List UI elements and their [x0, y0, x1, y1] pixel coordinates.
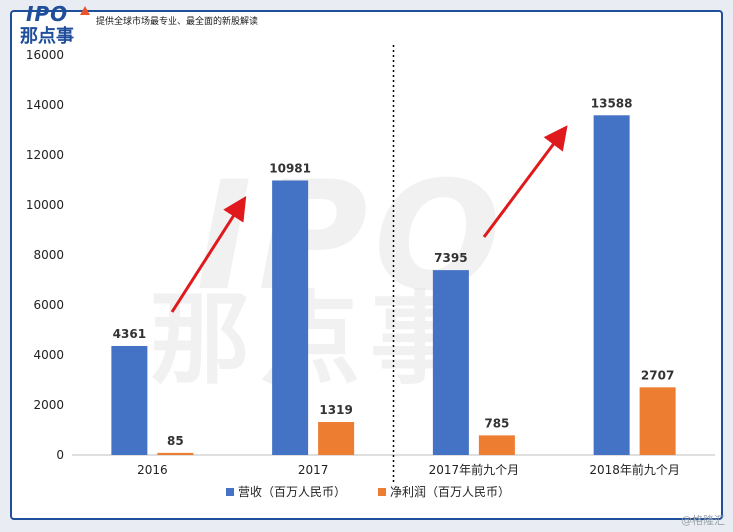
data-label: 2707 — [641, 368, 674, 382]
trend-arrow-nine-month — [482, 125, 568, 238]
data-label: 7395 — [434, 251, 467, 265]
legend-label-profit: 净利润（百万人民币） — [390, 485, 510, 499]
data-label: 85 — [167, 434, 184, 448]
trend-arrow-annual — [170, 195, 247, 313]
logo-arrow-icon — [80, 6, 90, 15]
legend-swatch-profit — [378, 488, 386, 496]
y-tick-label: 12000 — [26, 148, 64, 162]
y-tick-label: 8000 — [33, 248, 64, 262]
source-label: @格隆汇 — [681, 514, 725, 527]
bar-profit — [639, 387, 676, 455]
bar-revenue — [432, 270, 469, 455]
bar-revenue — [593, 115, 630, 456]
logo-cn-text: 那点事 — [20, 26, 74, 47]
x-category-label: 2016 — [137, 463, 168, 477]
x-category-label: 2017 — [298, 463, 329, 477]
data-label: 785 — [484, 416, 509, 430]
y-tick-label: 0 — [56, 448, 64, 462]
y-tick-label: 14000 — [26, 98, 64, 112]
y-tick-label: 10000 — [26, 198, 64, 212]
legend-label-revenue: 营收（百万人民币） — [238, 485, 346, 499]
bar-profit — [318, 422, 355, 455]
y-tick-label: 4000 — [33, 348, 64, 362]
y-tick-label: 6000 — [33, 298, 64, 312]
x-category-label: 2018年前九个月 — [589, 462, 680, 477]
data-label: 1319 — [319, 403, 352, 417]
logo-ipo-text: IPO — [26, 2, 69, 26]
ipo-logo: IPO 那点事 — [16, 2, 90, 47]
data-label: 13588 — [591, 96, 633, 110]
bar-revenue — [272, 180, 309, 455]
bar-profit — [478, 435, 515, 455]
data-label: 10981 — [269, 161, 311, 175]
y-tick-label: 2000 — [33, 398, 64, 412]
legend-swatch-revenue — [226, 488, 234, 496]
y-tick-label: 16000 — [26, 48, 64, 62]
tagline: 提供全球市场最专业、最全面的新股解读 — [96, 17, 259, 27]
x-category-label: 2017年前九个月 — [429, 462, 520, 477]
data-label: 4361 — [113, 327, 146, 341]
bar-revenue — [111, 345, 148, 455]
bar-profit — [157, 452, 194, 455]
